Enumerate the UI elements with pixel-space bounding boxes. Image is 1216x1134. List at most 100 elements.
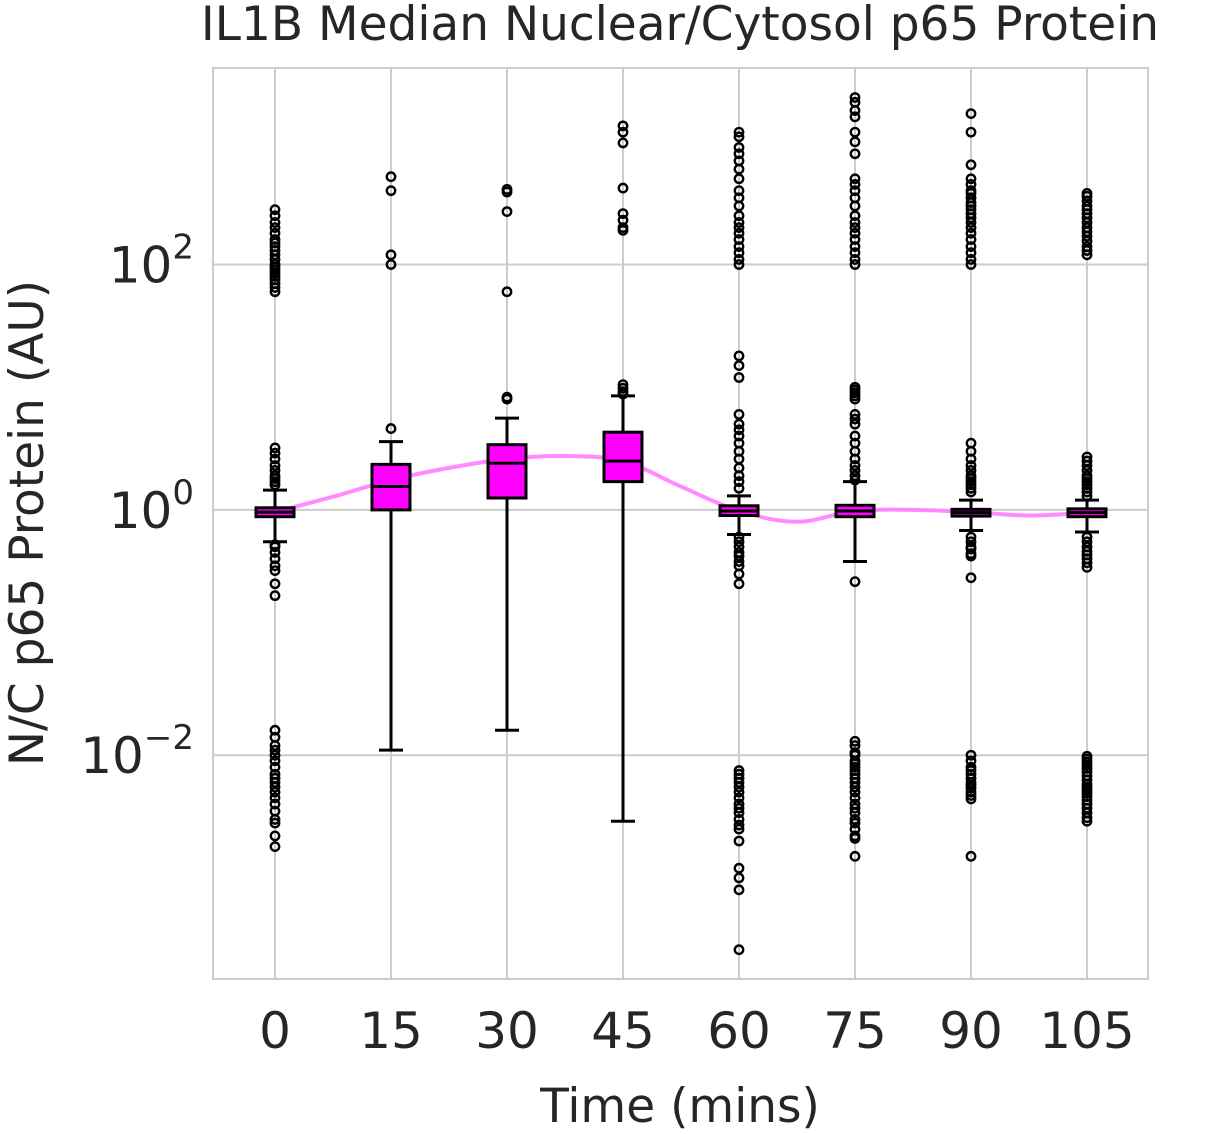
y-tick-base: 10 <box>80 727 144 785</box>
chart-title: IL1B Median Nuclear/Cytosol p65 Protein <box>201 0 1159 52</box>
flier-point <box>965 755 977 767</box>
y-tick-base: 10 <box>109 482 173 540</box>
y-tick-base: 10 <box>109 237 173 295</box>
flier-point <box>849 807 861 819</box>
flier-point <box>733 781 745 793</box>
flier-point <box>849 179 861 190</box>
box-105 <box>1066 498 1108 534</box>
flier-point <box>849 850 861 862</box>
box-75 <box>834 480 876 563</box>
flier-point <box>501 186 513 198</box>
flier-point <box>849 210 861 222</box>
flier-point <box>269 798 281 810</box>
flier-point <box>965 531 977 543</box>
flier-point <box>733 550 745 562</box>
flier-point <box>733 222 745 234</box>
flier-point <box>849 222 861 234</box>
flier-point <box>269 590 281 602</box>
y-tick-exponent: 2 <box>172 228 194 268</box>
y-axis-label: N/C p65 Protein (AU) <box>0 280 55 766</box>
flier-point <box>965 197 977 208</box>
flier-point <box>849 740 861 751</box>
flier-point <box>501 286 513 298</box>
flier-point <box>849 576 861 588</box>
flier-point <box>733 126 745 138</box>
flier-point <box>965 772 977 784</box>
flier-point <box>617 388 629 400</box>
flier-point <box>269 460 281 471</box>
flier-point <box>733 142 745 153</box>
flier-point <box>965 850 977 862</box>
flier-point <box>269 578 281 590</box>
flier-point <box>965 550 977 562</box>
flier-point <box>849 92 861 103</box>
flier-point <box>269 740 281 751</box>
flier-point <box>849 413 861 425</box>
flier-point <box>269 286 281 298</box>
flier-point <box>849 409 861 420</box>
flier-point <box>965 247 977 259</box>
flier-point <box>849 126 861 138</box>
flier-point <box>733 792 745 804</box>
flier-point <box>849 761 861 773</box>
flier-point <box>385 423 397 434</box>
flier-point <box>269 565 281 576</box>
flier-point <box>1081 531 1093 543</box>
flier-point <box>965 173 977 185</box>
flier-point <box>1081 230 1093 242</box>
flier-point <box>1081 212 1093 224</box>
flier-point <box>733 819 745 831</box>
box-30 <box>486 416 528 732</box>
flier-point <box>1081 460 1093 471</box>
flier-point <box>269 777 281 788</box>
flier-point <box>733 807 745 819</box>
flier-point <box>733 210 745 222</box>
flier-point <box>733 360 745 372</box>
flier-point <box>733 409 745 420</box>
x-tick-label: 0 <box>259 1002 291 1060</box>
box-90 <box>950 498 992 532</box>
flier-point <box>733 786 745 798</box>
flier-point <box>849 217 861 228</box>
x-tick-label: 75 <box>823 1002 887 1060</box>
x-tick-label: 15 <box>359 1002 423 1060</box>
flier-point <box>849 227 861 239</box>
x-tick-label: 30 <box>475 1002 539 1060</box>
flier-point <box>965 227 977 239</box>
flier-point <box>965 108 977 119</box>
flier-point <box>733 568 745 580</box>
flier-point <box>849 185 861 197</box>
flier-point <box>849 105 861 116</box>
flier-point <box>733 254 745 265</box>
flier-point <box>1081 190 1093 202</box>
flier-point <box>269 830 281 842</box>
flier-point <box>269 442 281 454</box>
box-45 <box>602 394 644 823</box>
flier-point <box>965 159 977 171</box>
x-tick-label: 45 <box>591 1002 655 1060</box>
flier-point <box>733 131 745 143</box>
flier-point <box>849 453 861 465</box>
flier-point <box>385 249 397 261</box>
flier-point <box>733 148 745 160</box>
flier-point <box>1081 812 1093 824</box>
flier-point <box>269 234 281 245</box>
flier-point <box>965 543 977 555</box>
flier-point <box>849 111 861 123</box>
flier-point <box>733 536 745 548</box>
flier-point <box>1081 486 1093 498</box>
grid <box>213 68 1148 979</box>
flier-point <box>733 872 745 884</box>
flier-point <box>385 259 397 270</box>
box-15 <box>370 440 412 752</box>
flier-point <box>269 282 281 293</box>
flier-point <box>965 486 977 498</box>
flier-point <box>1081 479 1093 491</box>
flier-point <box>269 792 281 804</box>
flier-point <box>733 350 745 362</box>
flier-point <box>965 572 977 584</box>
flier-point <box>965 793 977 805</box>
flier-point <box>733 430 745 442</box>
flier-point <box>849 259 861 270</box>
